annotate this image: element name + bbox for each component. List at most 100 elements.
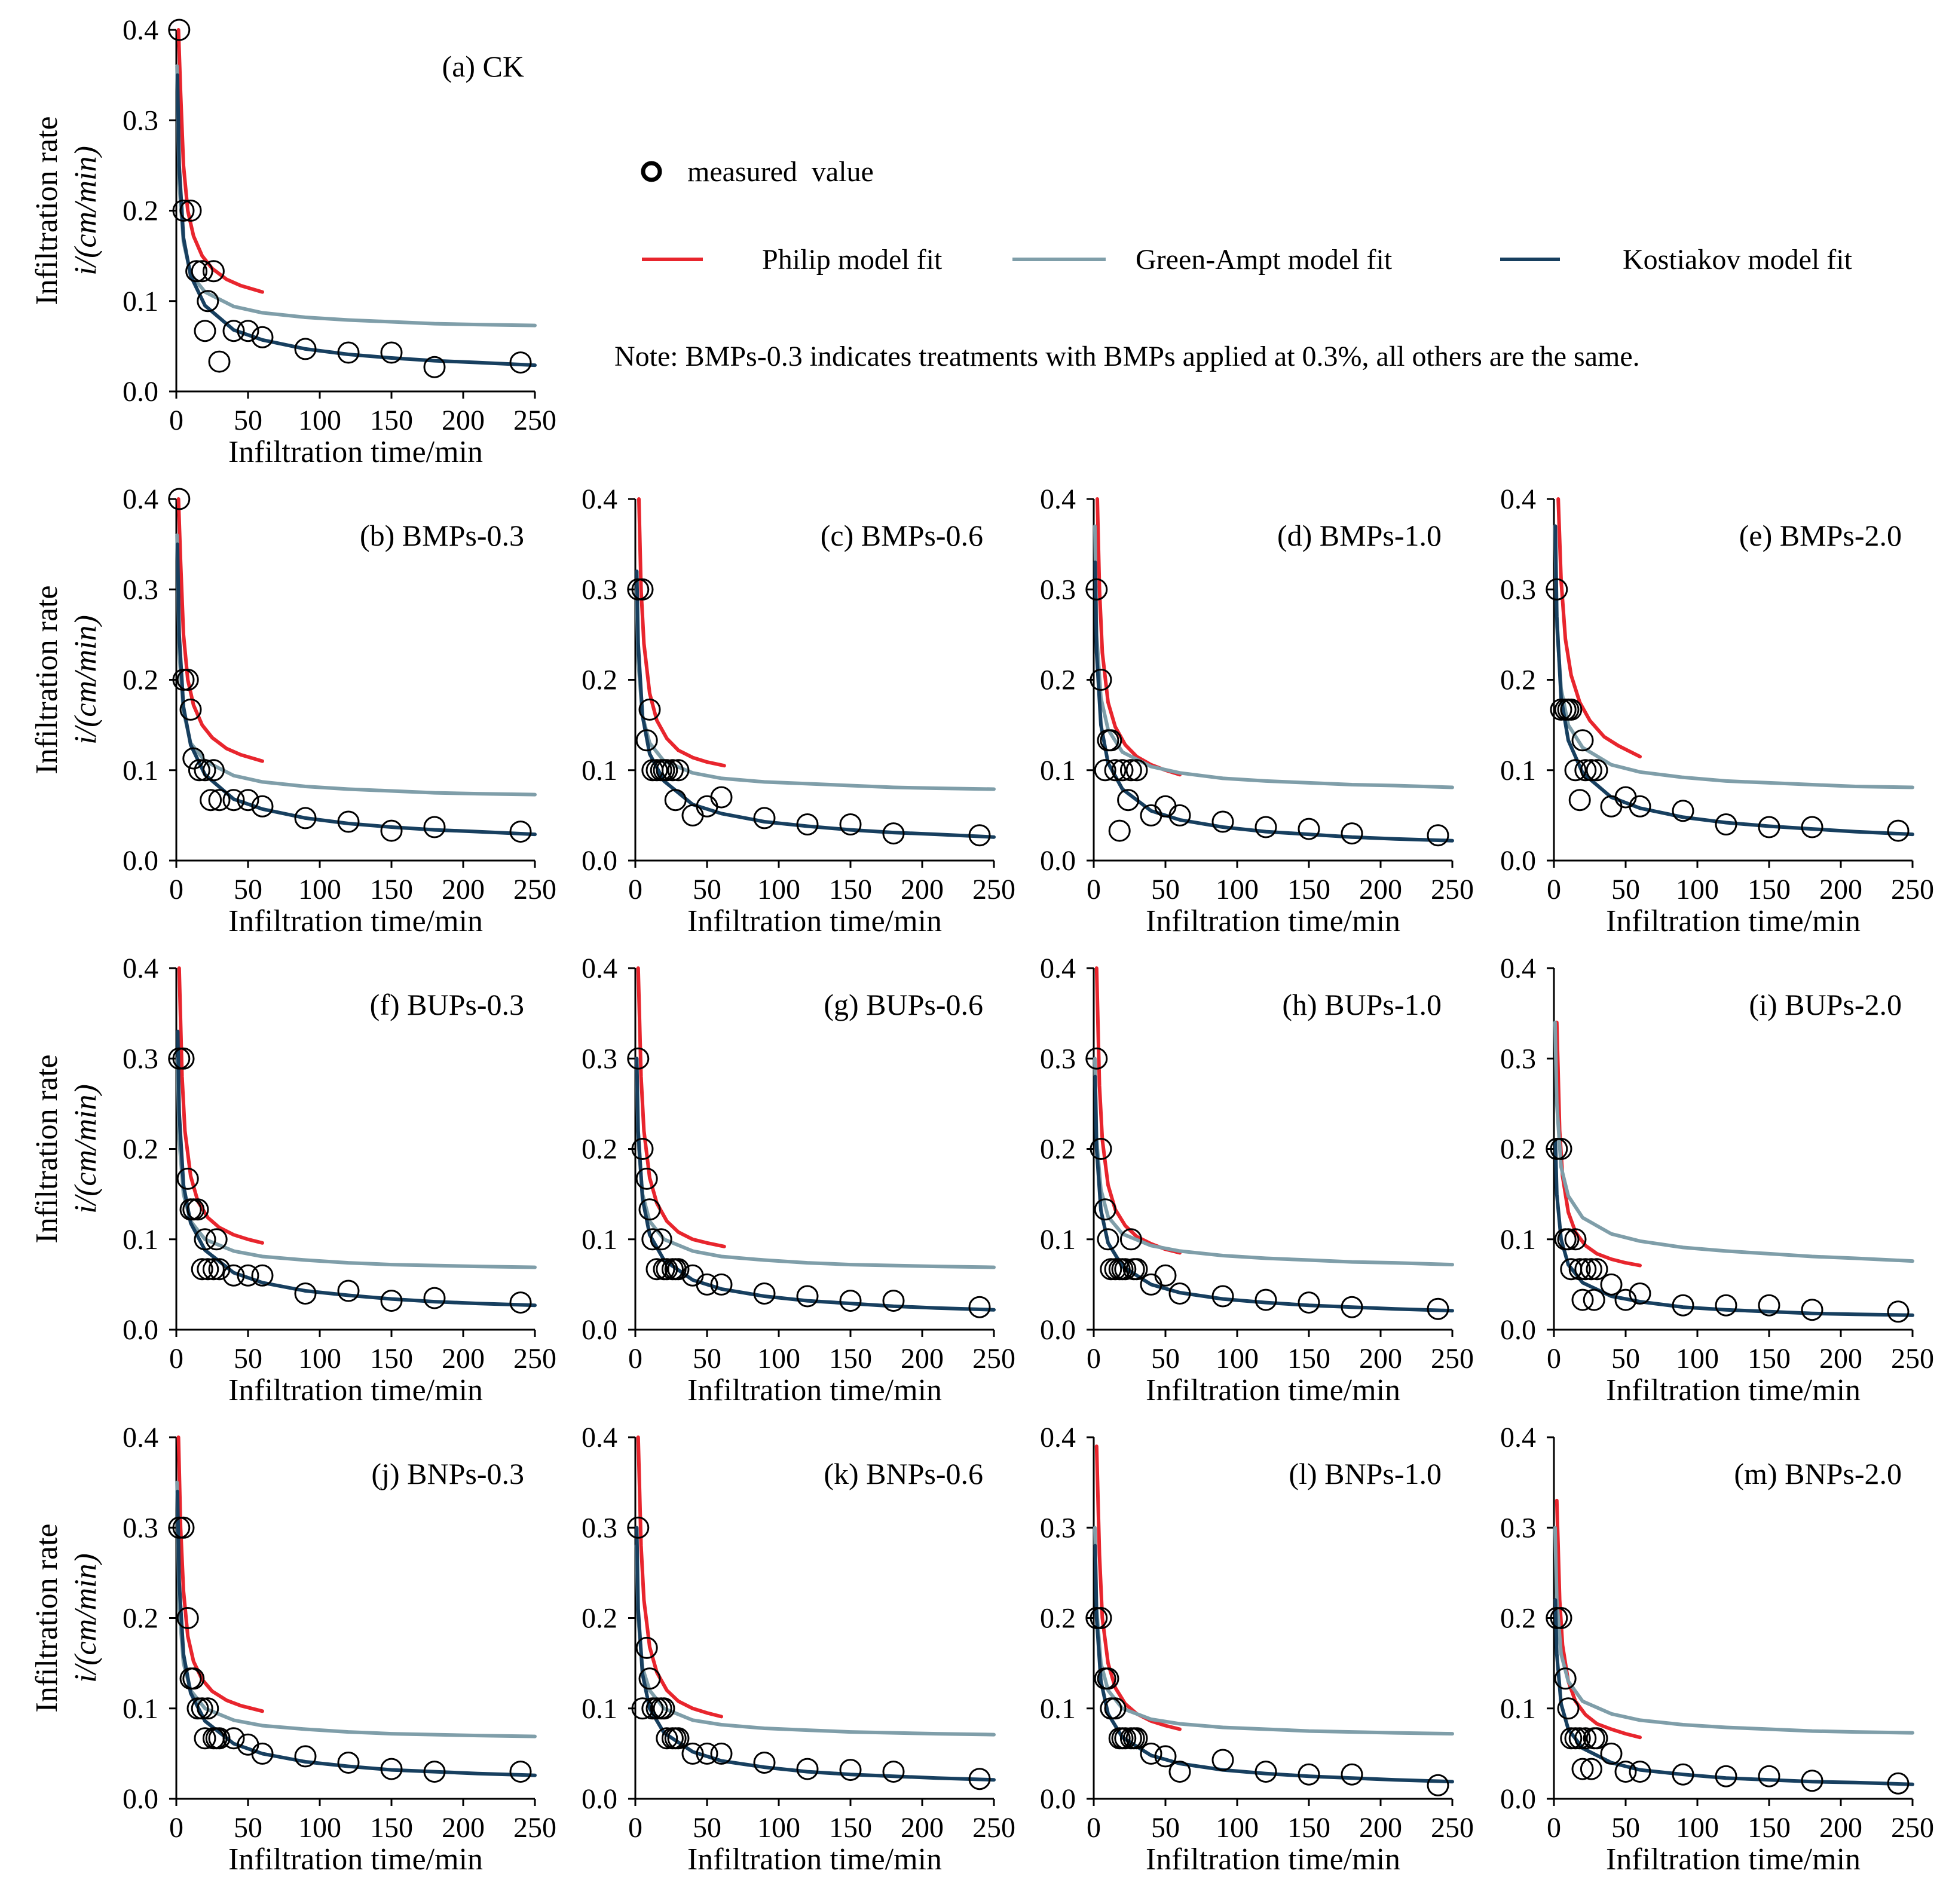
kostiakov-fit-line <box>635 1526 996 1782</box>
x-tick-label: 50 <box>1151 1343 1180 1375</box>
y-tick-label: 0.0 <box>1500 845 1536 877</box>
y-tick-label: 0.4 <box>1500 483 1536 515</box>
y-tick-label: 0.1 <box>582 1693 617 1725</box>
chart-panel-5: 0 50 100 150 200 250 0.0 0.1 0.2 0.3 0.4 Infiltrati… <box>1500 483 1934 938</box>
measured-point <box>186 1198 209 1221</box>
figure-note: Note: BMPs-0.3 indicates treatments with… <box>614 341 1640 372</box>
chart-panel-9: 0 50 100 150 200 250 0.0 0.1 0.2 0.3 0.4 Infiltrati… <box>1500 953 1934 1407</box>
x-tick-label: 50 <box>693 874 721 905</box>
measured-point <box>653 1697 675 1720</box>
y-tick-label: 0.3 <box>123 1512 158 1544</box>
x-tick-label: 200 <box>442 405 485 436</box>
measured-point <box>1114 1727 1137 1750</box>
x-tick-label: 250 <box>972 874 1015 905</box>
measured-point <box>1085 1047 1108 1070</box>
measured-point <box>509 1291 532 1314</box>
measured-point <box>1104 759 1127 782</box>
panel-title: (j) BNPs-0.3 <box>371 1457 524 1490</box>
x-tick-label: 200 <box>901 874 944 905</box>
x-tick-label: 50 <box>693 1812 721 1844</box>
panel-title: (a) CK <box>442 50 524 83</box>
x-tick-label: 150 <box>1748 1343 1791 1375</box>
y-tick-label: 0.4 <box>582 483 617 515</box>
x-axis-label: Infiltration time/min <box>228 1373 483 1407</box>
measured-point <box>796 813 819 835</box>
x-tick-label: 50 <box>234 405 262 436</box>
measured-point <box>1211 810 1234 833</box>
measured-point <box>1119 759 1142 782</box>
measured-point <box>664 789 687 812</box>
measured-point <box>202 759 225 782</box>
measured-point <box>1140 1742 1162 1765</box>
y-tick-label: 0.1 <box>1040 755 1076 786</box>
y-tick-label: 0.2 <box>1040 665 1076 696</box>
x-tick-label: 100 <box>298 1343 341 1375</box>
measured-point <box>1154 795 1177 818</box>
kostiakov-fit-line <box>1553 524 1914 837</box>
measured-point <box>696 1742 718 1765</box>
x-tick-label: 150 <box>1287 874 1330 905</box>
x-tick-label: 200 <box>1359 1812 1402 1844</box>
y-tick-label: 0.2 <box>582 1603 617 1634</box>
measured-point <box>638 1667 661 1690</box>
measured-point <box>197 1258 219 1281</box>
measured-point <box>1672 1763 1694 1786</box>
y-tick-label: 0.1 <box>1040 1693 1076 1725</box>
measured-point <box>197 1697 219 1720</box>
measured-point <box>1125 759 1148 782</box>
chart-panel-3: 0 50 100 150 200 250 0.0 0.1 0.2 0.3 0.4 Infiltrati… <box>582 483 1015 938</box>
measured-point <box>1560 698 1583 721</box>
x-tick-label: 150 <box>370 405 413 436</box>
measured-point <box>1568 1727 1591 1750</box>
measured-point <box>1571 729 1594 752</box>
measured-point <box>251 1742 274 1765</box>
y-tick-label: 0.0 <box>123 1314 158 1346</box>
kostiakov-fit-line <box>635 1057 996 1312</box>
philip-fit-line <box>1094 1444 1182 1731</box>
panel-title: (d) BMPs-1.0 <box>1277 519 1442 552</box>
y-axis-label: Infiltration rate <box>30 116 64 305</box>
kostiakov-fit-line <box>175 1489 537 1777</box>
kostiakov-fit-line <box>1093 1075 1454 1313</box>
y-tick-label: 0.1 <box>582 755 617 786</box>
y-axis-unit-label: i/(cm/min) <box>69 1553 103 1683</box>
y-tick-label: 0.2 <box>123 1134 158 1165</box>
measured-point <box>380 341 403 364</box>
panel-title: (e) BMPs-2.0 <box>1739 519 1902 552</box>
chart-panel-1: 0 50 100 150 200 250 0.0 0.1 0.2 0.3 0.4 Infiltrati… <box>30 14 556 469</box>
y-tick-label: 0.3 <box>1040 1043 1076 1075</box>
measured-point <box>208 350 231 373</box>
x-tick-label: 0 <box>169 405 183 436</box>
measured-point <box>509 821 532 843</box>
measured-point <box>208 1258 231 1281</box>
y-tick-label: 0.4 <box>1040 483 1076 515</box>
measured-point <box>1298 818 1320 840</box>
chart-panel-2: 0 50 100 150 200 250 0.0 0.1 0.2 0.3 0.4 Infiltrati… <box>30 483 556 938</box>
measured-point <box>380 1758 403 1780</box>
x-tick-label: 100 <box>757 874 800 905</box>
green-ampt-fit-line <box>1093 524 1454 789</box>
green-ampt-fit-line <box>1553 1526 1914 1735</box>
y-tick-label: 0.4 <box>1040 953 1076 984</box>
measured-point <box>1111 759 1134 782</box>
x-tick-label: 50 <box>1151 1812 1180 1844</box>
x-tick-label: 50 <box>1611 1343 1640 1375</box>
x-tick-label: 100 <box>298 405 341 436</box>
measured-point <box>1600 795 1623 818</box>
y-tick-label: 0.2 <box>1500 1603 1536 1634</box>
measured-point <box>380 1290 403 1312</box>
measured-point <box>1117 789 1140 812</box>
green-ampt-fit-line <box>1093 1526 1454 1736</box>
measured-point <box>968 1768 991 1790</box>
measured-point <box>1557 1228 1580 1251</box>
measured-point <box>1100 729 1122 752</box>
measured-point <box>710 1273 733 1296</box>
measured-point <box>237 789 259 812</box>
philip-fit-line <box>636 966 726 1248</box>
kostiakov-fit-line <box>1553 1598 1914 1786</box>
y-tick-label: 0.4 <box>582 1422 617 1453</box>
x-tick-label: 250 <box>1891 874 1934 905</box>
measured-point <box>882 822 905 845</box>
y-tick-label: 0.1 <box>123 1693 158 1725</box>
measured-point <box>753 807 776 829</box>
